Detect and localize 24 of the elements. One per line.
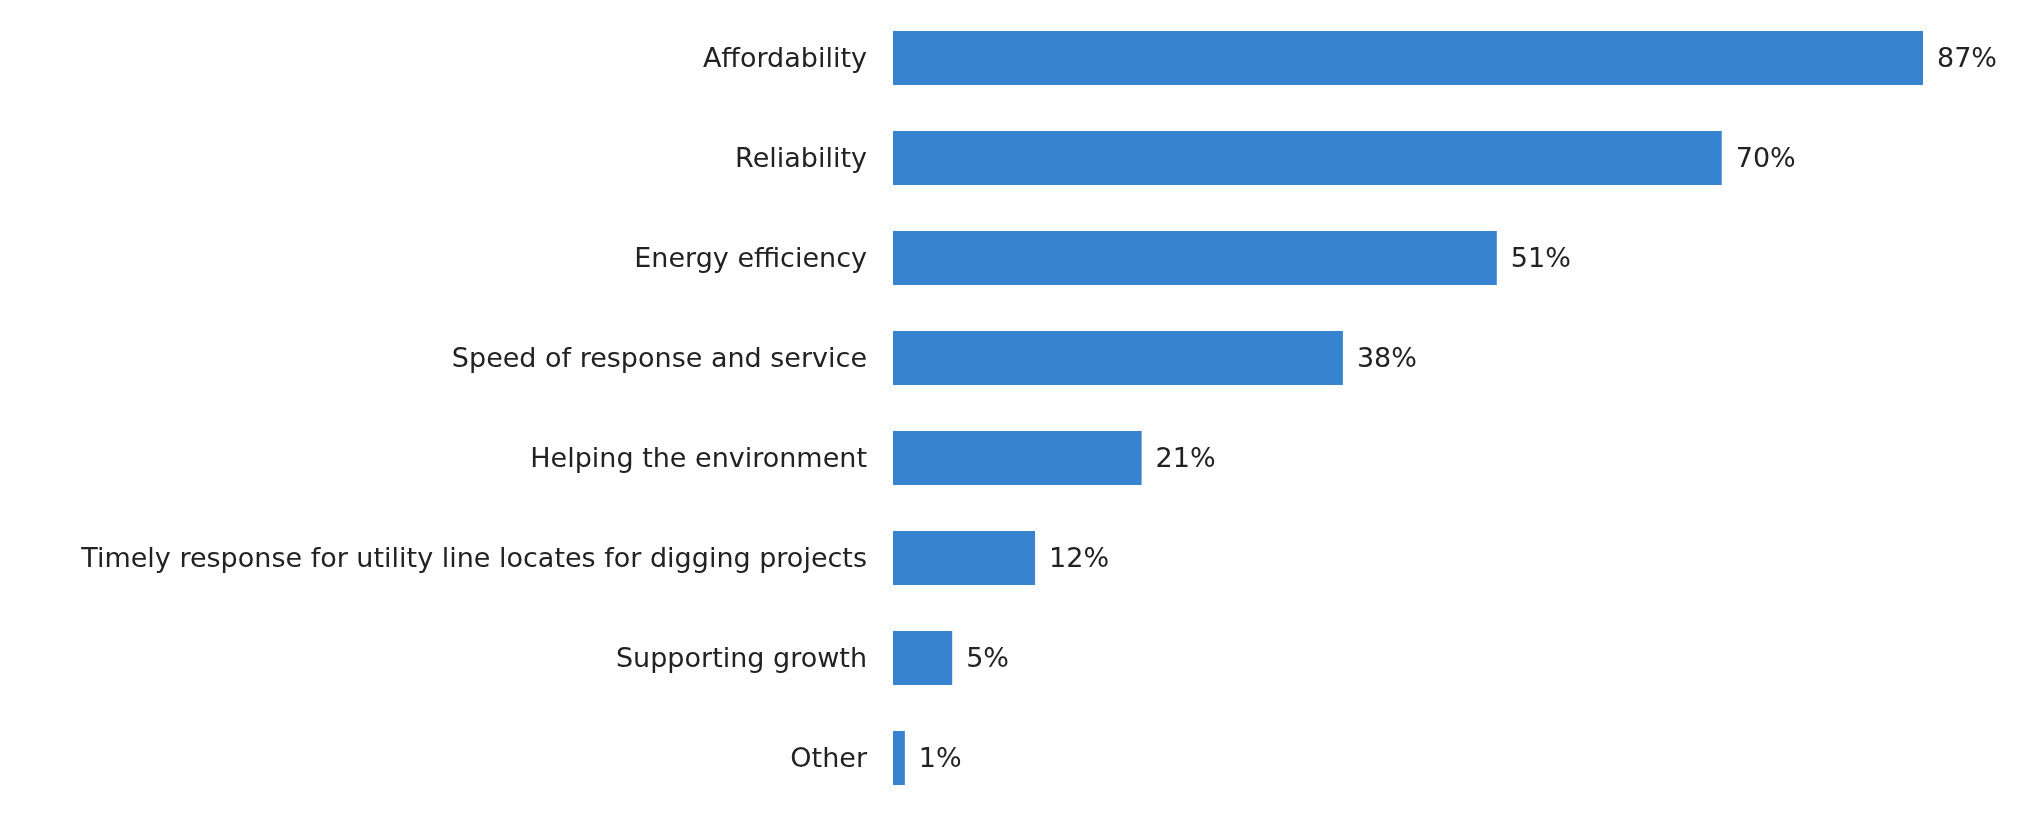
y-tick-label: Supporting growth <box>615 642 867 674</box>
bar <box>893 31 1923 85</box>
bar <box>893 731 905 785</box>
data-label: 38% <box>1356 342 1417 374</box>
y-tick-label: Reliability <box>735 142 868 174</box>
bar <box>893 431 1142 485</box>
data-label: 5% <box>966 642 1010 674</box>
data-label: 12% <box>1049 542 1110 574</box>
y-tick-label: Other <box>790 742 868 774</box>
y-tick-label: Timely response for utility line locates for digging projects <box>80 542 867 574</box>
y-tick-label: Speed of response and service <box>451 342 867 374</box>
data-label: 1% <box>918 742 962 774</box>
bar <box>893 531 1036 585</box>
bar <box>893 631 953 685</box>
y-tick-label: Energy efficiency <box>634 242 868 274</box>
y-tick-label: Affordability <box>702 42 868 74</box>
y-tick-label: Helping the environment <box>530 442 867 474</box>
bar <box>893 231 1497 285</box>
data-label: 51% <box>1510 242 1571 274</box>
bar <box>893 331 1343 385</box>
data-label: 70% <box>1735 142 1796 174</box>
bar <box>893 131 1722 185</box>
data-label: 87% <box>1937 42 1998 74</box>
data-label: 21% <box>1155 442 1216 474</box>
